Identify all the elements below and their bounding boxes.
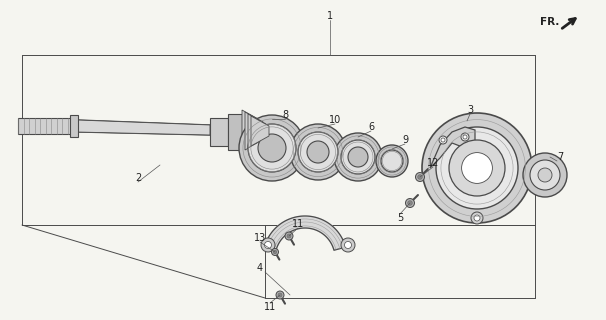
Bar [18,118,73,134]
Circle shape [248,124,296,172]
Circle shape [298,132,338,172]
Text: 4: 4 [257,263,263,273]
Text: 2: 2 [135,173,141,183]
Circle shape [422,113,532,223]
Circle shape [523,153,567,197]
Circle shape [463,135,467,139]
Polygon shape [245,112,263,150]
Circle shape [344,242,351,249]
Text: 3: 3 [467,105,473,115]
Circle shape [381,150,403,172]
Bar [210,118,228,146]
Circle shape [376,145,408,177]
Text: 8: 8 [282,110,288,120]
Circle shape [441,138,445,142]
Circle shape [278,293,282,297]
Text: 12: 12 [427,158,439,168]
Circle shape [474,215,480,221]
Circle shape [461,133,469,141]
Circle shape [271,249,279,255]
Circle shape [538,168,552,182]
Circle shape [471,212,483,224]
Circle shape [341,238,355,252]
Circle shape [290,124,346,180]
Circle shape [341,140,375,174]
Circle shape [285,232,293,240]
Circle shape [261,238,275,252]
Polygon shape [77,120,210,135]
Polygon shape [242,110,260,152]
Text: 11: 11 [264,302,276,312]
Circle shape [334,133,382,181]
Circle shape [436,127,518,209]
Circle shape [258,134,286,162]
Text: 11: 11 [292,219,304,229]
Text: 6: 6 [368,122,374,132]
Polygon shape [264,216,345,250]
Circle shape [264,242,271,249]
Circle shape [408,201,412,205]
Text: 5: 5 [397,213,403,223]
Circle shape [530,160,560,190]
Text: 9: 9 [402,135,408,145]
Circle shape [462,153,493,183]
Polygon shape [251,116,269,146]
Circle shape [416,172,424,181]
Circle shape [405,198,415,207]
Text: FR.: FR. [540,17,559,27]
Bar [70,115,78,137]
Circle shape [276,291,284,299]
Text: 13: 13 [254,233,266,243]
Circle shape [418,175,422,179]
Circle shape [348,147,368,167]
Circle shape [273,250,277,254]
Circle shape [449,140,505,196]
Circle shape [307,141,329,163]
Circle shape [439,136,447,144]
Bar [228,114,242,150]
Polygon shape [248,114,266,148]
Text: 1: 1 [327,11,333,21]
Circle shape [287,234,291,238]
Polygon shape [430,127,475,168]
Text: 10: 10 [329,115,341,125]
Circle shape [239,115,305,181]
Text: 7: 7 [557,152,563,162]
